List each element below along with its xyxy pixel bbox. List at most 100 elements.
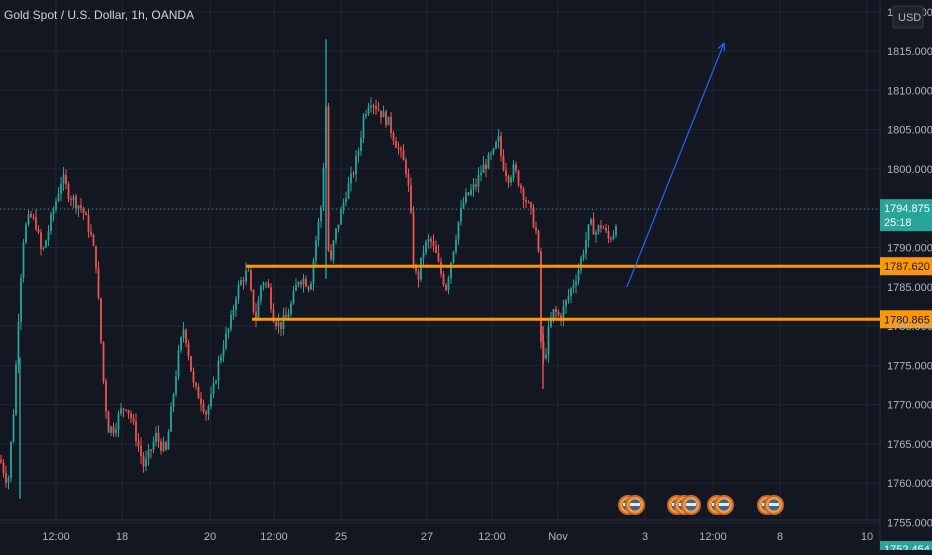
candle-body (375, 105, 377, 110)
candle-body (545, 354, 547, 359)
price-axis-tick-label: 1800.000 (887, 164, 932, 176)
candle-body (80, 205, 82, 208)
candle-body (310, 283, 312, 290)
trend-arrow-head (717, 41, 726, 52)
event-badge-stripe (630, 503, 640, 506)
candle-body (120, 408, 122, 414)
candle-body (392, 133, 395, 141)
candle-body (250, 270, 252, 290)
candle-body (217, 360, 220, 382)
candle-body (147, 449, 150, 459)
candle-body (210, 394, 212, 407)
candle-body (145, 458, 147, 467)
candle-body (287, 314, 290, 318)
candle-body (360, 137, 362, 152)
price-axis-tick-label: 1775.000 (887, 360, 932, 372)
candle-body (400, 148, 402, 151)
candle-body (580, 257, 582, 271)
candle-body (582, 253, 585, 258)
candle-body (527, 202, 530, 204)
candle-body (497, 136, 500, 142)
candle-body (505, 170, 507, 177)
candle-body (275, 321, 277, 327)
candle-body (185, 329, 187, 344)
level-price-tag (880, 310, 932, 329)
candle-body (270, 287, 272, 309)
level-price-label: 1780.865 (884, 314, 930, 326)
candle-body (137, 440, 140, 446)
candle-body (602, 227, 605, 229)
candle-body (355, 155, 357, 175)
candle-body (227, 328, 230, 333)
candle-body (202, 404, 205, 412)
candle-body (335, 228, 337, 241)
candle-body (450, 262, 452, 278)
candle-body (437, 253, 440, 262)
candle-body (195, 382, 197, 387)
candle-body (0, 459, 2, 463)
candle-body (550, 319, 552, 327)
candle-body (37, 229, 40, 233)
candle-body (435, 245, 437, 254)
candle-body (125, 409, 127, 411)
candle-body (517, 170, 520, 186)
candle-body (165, 442, 167, 450)
candle-body (462, 202, 465, 208)
price-axis-tick-label: 1770.000 (887, 400, 932, 412)
candle-body (565, 300, 567, 307)
candle-body (530, 202, 532, 208)
candle-body (22, 242, 25, 278)
candle-body (60, 183, 62, 194)
event-badge-stripe (769, 503, 779, 506)
price-axis-tick-label: 1755.000 (887, 518, 932, 530)
candle-body (267, 283, 270, 288)
candle-body (535, 227, 537, 231)
candle-body (432, 241, 435, 246)
candle-body (615, 225, 617, 236)
candle-body (300, 282, 302, 285)
candle-body (52, 210, 55, 215)
candle-body (7, 477, 10, 483)
candle-body (260, 285, 262, 301)
candle-body (307, 286, 310, 290)
candle-body (85, 213, 87, 216)
currency-tag[interactable] (892, 5, 924, 29)
candle-body (90, 231, 92, 236)
candle-body (180, 337, 182, 350)
time-axis-tick-label: 27 (421, 531, 433, 543)
candle-body (482, 164, 485, 173)
candle-body (32, 216, 35, 218)
candle-body (62, 174, 65, 184)
candle-body (292, 290, 295, 304)
candle-body (575, 281, 577, 286)
candle-body (562, 306, 565, 321)
candle-body (17, 321, 20, 365)
candle-body (475, 184, 477, 187)
candle-body (500, 136, 502, 156)
time-axis-tick-label: 12:00 (42, 531, 70, 543)
candle-body (412, 212, 415, 267)
candle-body (135, 421, 137, 441)
candle-body (10, 441, 12, 478)
candle-body (327, 106, 330, 251)
trend-arrow-line[interactable] (626, 42, 725, 288)
candle-body (272, 308, 275, 322)
candle-body (387, 116, 390, 126)
candle-body (337, 224, 340, 229)
candle-body (610, 238, 612, 240)
candle-body (472, 184, 475, 190)
time-axis-tick-label: 12:00 (260, 531, 288, 543)
candle-body (205, 411, 207, 415)
price-axis-tick-label: 1765.000 (887, 439, 932, 451)
candle-body (362, 116, 365, 138)
candle-body (102, 341, 105, 382)
candle-body (510, 177, 512, 183)
candle-body (442, 274, 445, 285)
price-axis-tick-label: 1790.000 (887, 243, 932, 255)
candle-body (245, 270, 247, 282)
candle-body (367, 107, 370, 114)
candle-body (282, 315, 285, 329)
